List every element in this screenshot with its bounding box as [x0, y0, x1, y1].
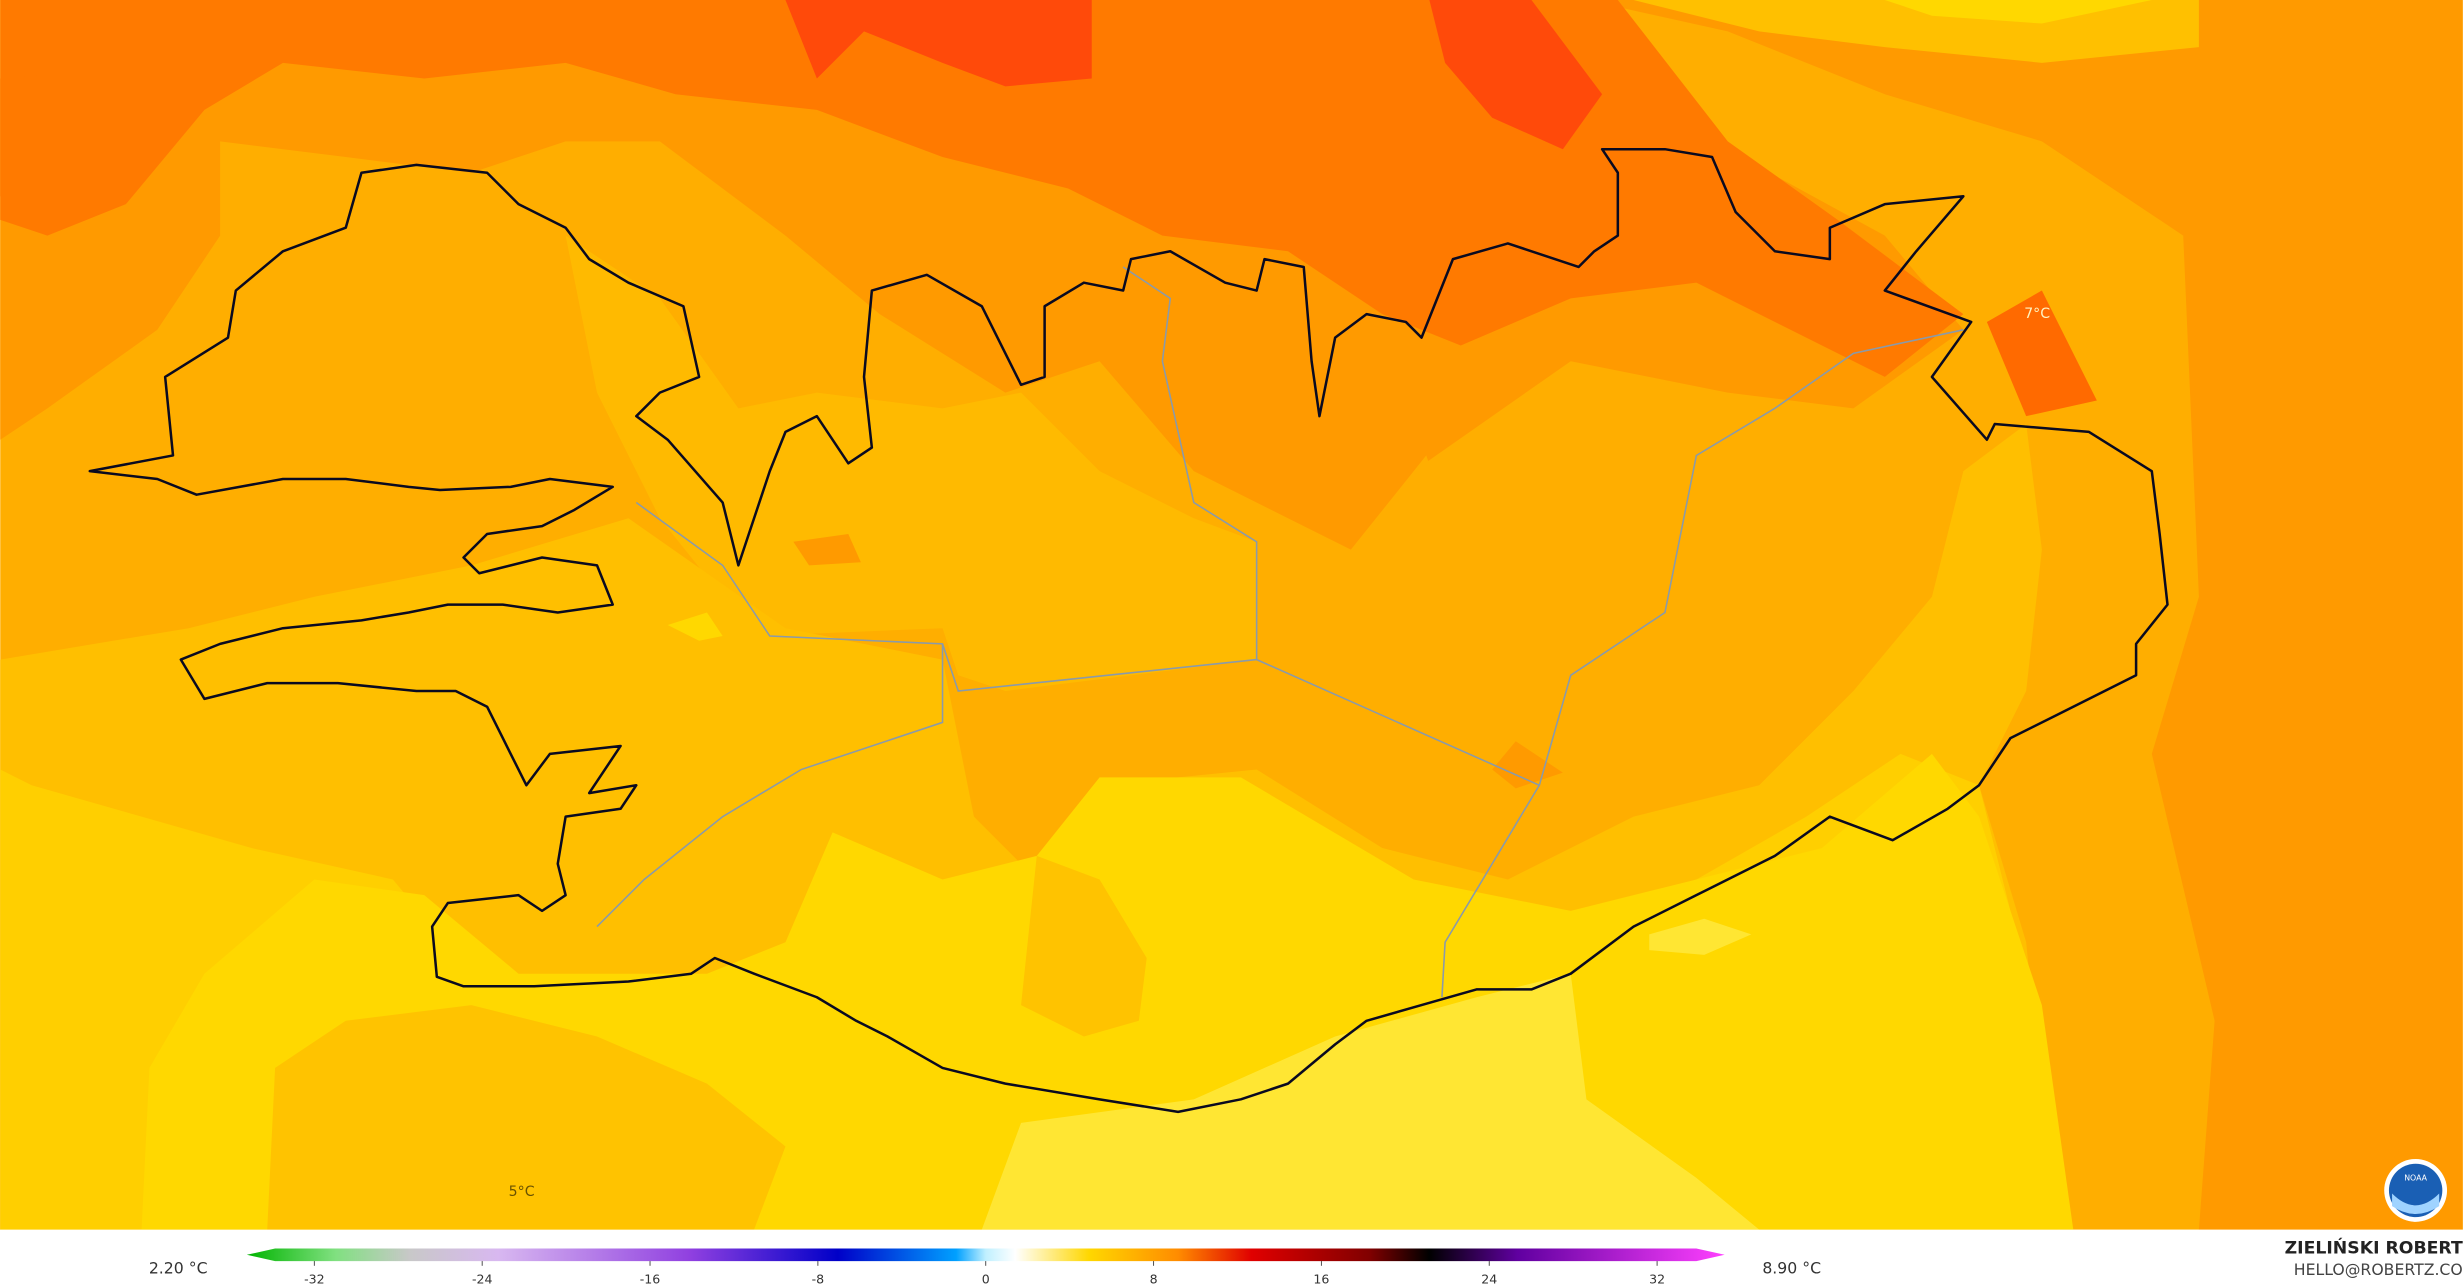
colorbar-max: 8.90 °C	[1762, 1258, 1821, 1277]
zone	[785, 0, 1092, 87]
colorbar-tick-label: -8	[812, 1271, 825, 1286]
colorbar-tick-label: -32	[304, 1271, 325, 1286]
borders	[88, 147, 2169, 1114]
colorbar	[246, 1248, 1725, 1262]
colorbar-tick-label: 16	[1313, 1271, 1329, 1286]
credit-name: ZIELIŃSKI ROBERT	[2285, 1237, 2463, 1259]
zone	[1986, 290, 2097, 417]
zone	[1413, 455, 1438, 550]
logo-text: NOAA	[2404, 1173, 2427, 1182]
zone	[793, 533, 861, 566]
colorbar-ticks: -32 -24 -16 -8 0 8 16 24 32	[304, 1261, 1665, 1286]
zone	[1429, 0, 1603, 150]
zone	[565, 235, 1257, 692]
colorbar-tick-label: 32	[1649, 1271, 1665, 1286]
region-boundary	[596, 266, 1964, 998]
noaa-logo: NOAA	[2384, 1159, 2448, 1222]
colorbar-min: 2.20 °C	[149, 1258, 208, 1277]
coastline	[88, 147, 2169, 1114]
zone	[267, 1005, 786, 1230]
contour-label: 7°C	[2024, 306, 2050, 322]
zone	[0, 70, 126, 205]
temperature-field	[0, 0, 2463, 1230]
logo-wave	[2392, 1193, 2440, 1214]
zone	[1649, 918, 1752, 955]
colorbar-tick-label: -24	[472, 1271, 493, 1286]
zone	[1492, 741, 1563, 789]
zone	[1884, 0, 2152, 24]
zone	[981, 973, 1760, 1230]
colorbar-tick-label: -16	[640, 1271, 661, 1286]
credit-email: HELLO@ROBERTZ.CO	[2294, 1260, 2463, 1279]
colorbar-tick-label: 8	[1150, 1271, 1158, 1286]
contour-label: 5°C	[509, 1184, 535, 1200]
colorbar-tick-label: 0	[982, 1271, 990, 1286]
zone	[1021, 855, 1147, 1037]
zone	[667, 612, 723, 641]
colorbar-tick-label: 24	[1481, 1271, 1497, 1286]
